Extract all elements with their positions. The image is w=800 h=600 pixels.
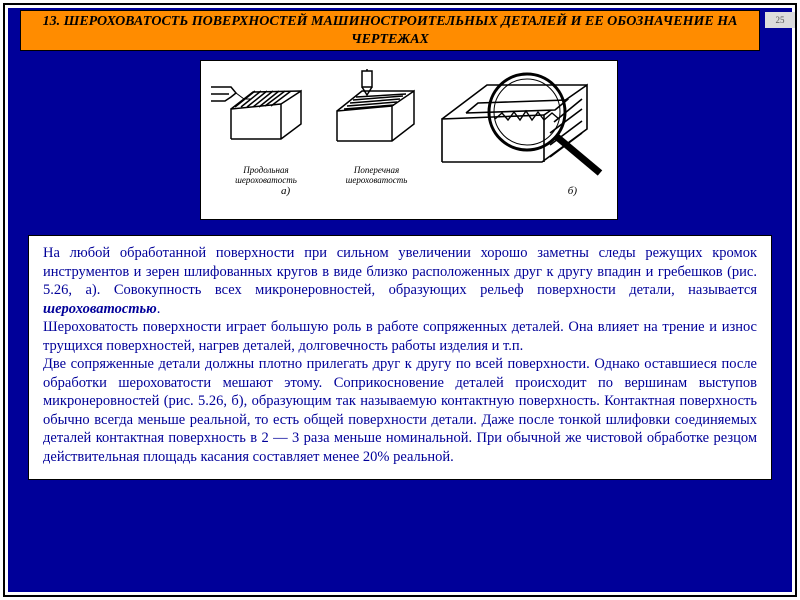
title-bar: 13. ШЕРОХОВАТОСТЬ ПОВЕРХНОСТЕЙ МАШИНОСТР… [20, 10, 760, 51]
figure-sub-a: а) [281, 185, 290, 197]
body-p3: Две сопряженные детали должны плотно при… [43, 356, 757, 465]
caption-a-line2: шероховатость [235, 175, 297, 185]
slide: 25 13. ШЕРОХОВАТОСТЬ ПОВЕРХНОСТЕЙ МАШИНО… [0, 0, 800, 600]
page-tab: 25 [765, 12, 795, 28]
body-p2: Шероховатость поверхности играет большую… [43, 319, 757, 354]
body-text-panel: На любой обработанной поверхности при си… [28, 235, 772, 480]
block-magnifier-icon [432, 67, 607, 185]
title-text: 13. ШЕРОХОВАТОСТЬ ПОВЕРХНОСТЕЙ МАШИНОСТР… [43, 14, 738, 47]
term-roughness: шероховатостью [43, 301, 157, 317]
body-p1b: . [157, 301, 161, 317]
figure-c-magnifier [432, 67, 607, 185]
figure-sub-b: б) [568, 185, 577, 197]
figure-b-transverse: Поперечная шероховатость [322, 69, 432, 185]
figure-panel: Продольная шероховатость [200, 60, 618, 220]
block-transverse-icon [322, 69, 432, 164]
caption-b-line2: шероховатость [346, 175, 408, 185]
block-longitudinal-icon [211, 69, 321, 164]
figure-a-longitudinal: Продольная шероховатость [211, 69, 321, 185]
body-p1a: На любой обработанной поверхности при си… [43, 245, 757, 298]
